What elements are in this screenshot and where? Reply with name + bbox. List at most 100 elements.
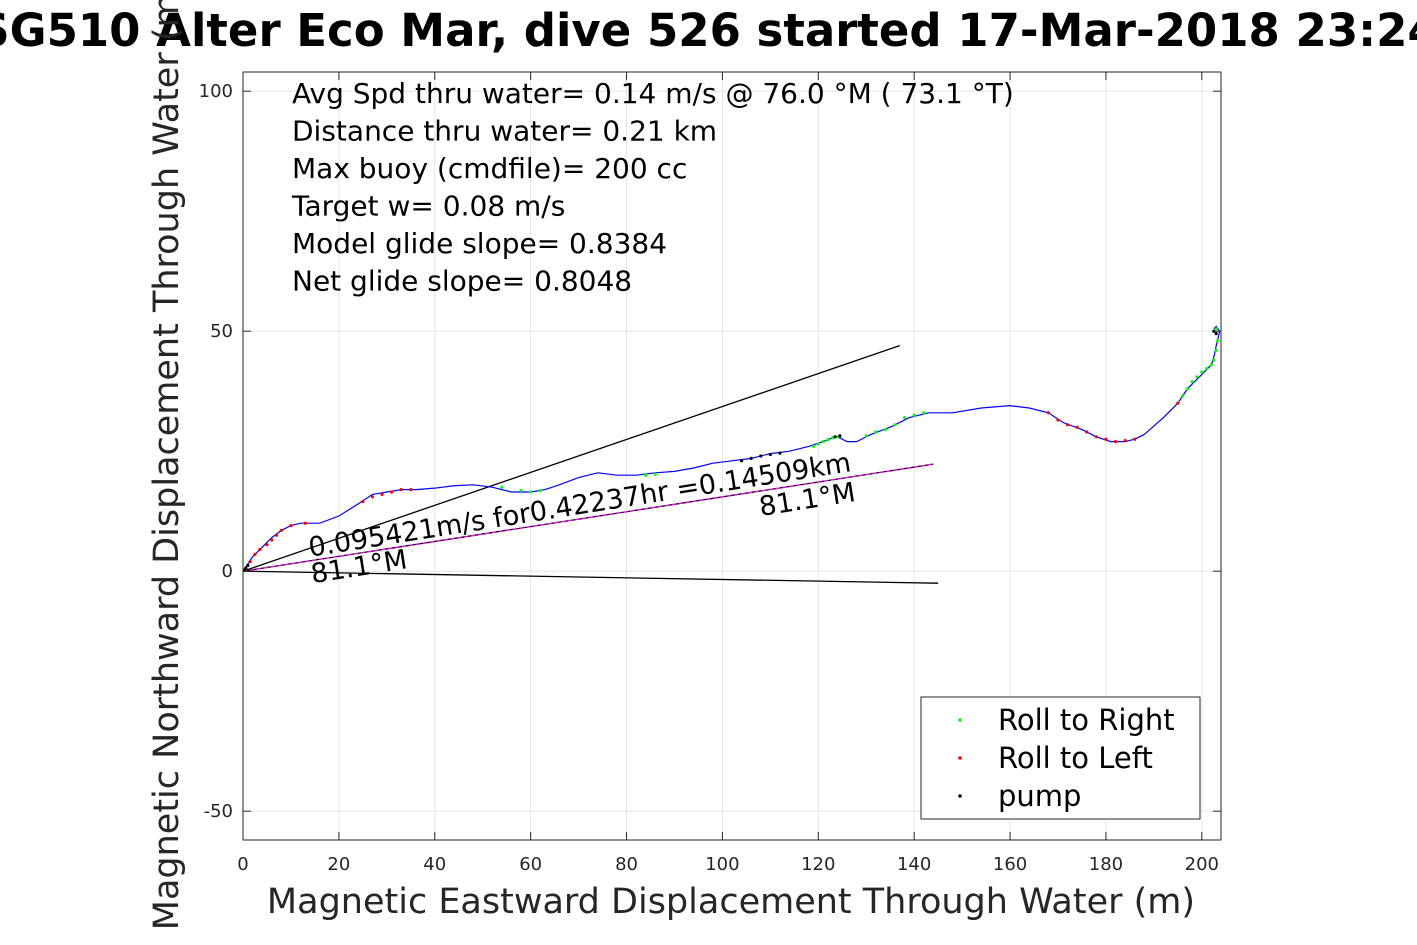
- grid: [242, 72, 1221, 840]
- roll-to-right-point: [1190, 380, 1194, 384]
- x-tick-label: 80: [615, 854, 638, 875]
- roll-to-left-point: [1065, 423, 1070, 427]
- info-line: Target w= 0.08 m/s: [291, 190, 565, 223]
- x-tick-label: 140: [897, 854, 931, 875]
- marker-points: [242, 327, 1220, 572]
- roll-to-right-point: [912, 413, 916, 417]
- roll-to-right-point: [864, 434, 868, 438]
- x-axis-label: Magnetic Eastward Displacement Through W…: [267, 882, 1195, 922]
- roll-to-right-point: [653, 472, 657, 476]
- roll-to-right-point: [883, 428, 888, 432]
- roll-to-right-point: [1214, 327, 1218, 331]
- x-tick-label: 40: [423, 854, 446, 875]
- roll-to-left-point: [1113, 440, 1118, 444]
- roll-to-left-point: [1123, 439, 1127, 443]
- roll-to-right-point: [519, 488, 523, 493]
- roll-to-left-point: [390, 490, 394, 494]
- roll-to-left-point: [270, 538, 274, 542]
- roll-to-left-point: [1085, 430, 1089, 434]
- roll-to-left-point: [1133, 437, 1137, 441]
- roll-to-left-point: [289, 524, 293, 528]
- info-line: Model glide slope= 0.8384: [292, 227, 667, 260]
- roll-to-right-point: [538, 488, 542, 493]
- annotations: 0.095421m/s for0.42237hr =0.14509km81.1°…: [306, 447, 857, 590]
- roll-to-left-point: [248, 560, 252, 564]
- x-tick-label: 200: [1185, 854, 1219, 875]
- pump-point: [833, 435, 837, 439]
- legend-marker: [958, 794, 962, 798]
- info-line: Max buoy (cmdfile)= 200 cc: [292, 152, 687, 185]
- x-tick-label: 180: [1089, 854, 1123, 875]
- legend-label: pump: [998, 779, 1081, 813]
- info-line: Avg Spd thru water= 0.14 m/s @ 76.0 °M (…: [292, 77, 1014, 110]
- pump-point: [246, 563, 250, 568]
- roll-to-left-point: [303, 521, 307, 525]
- roll-to-left-point: [1094, 435, 1098, 439]
- pump-point: [778, 451, 782, 455]
- roll-to-right-point: [831, 436, 835, 440]
- x-tick-label: 100: [705, 854, 739, 875]
- roll-to-left-point: [1176, 401, 1180, 405]
- legend-box: [920, 696, 1201, 820]
- roll-to-right-point: [1216, 339, 1220, 343]
- info-line: Net glide slope= 0.8048: [292, 265, 632, 298]
- roll-to-right-point: [816, 442, 820, 446]
- x-tick-label: 120: [801, 854, 835, 875]
- roll-to-right-point: [529, 490, 533, 494]
- roll-to-right-point: [811, 444, 816, 448]
- roll-to-left-point: [361, 500, 365, 504]
- roll-to-right-point: [1195, 375, 1199, 379]
- legend-marker: [958, 718, 962, 722]
- roll-to-left-point: [253, 552, 257, 557]
- roll-to-right-point: [922, 411, 926, 415]
- roll-to-left-point: [1056, 418, 1060, 422]
- reference-line: [242, 344, 901, 572]
- legend-marker: [958, 756, 962, 760]
- roll-to-right-point: [1209, 363, 1214, 367]
- roll-to-right-point: [826, 438, 830, 442]
- roll-to-left-point: [258, 548, 262, 552]
- roll-to-left-point: [399, 488, 403, 492]
- reference-lines: [242, 344, 939, 584]
- x-tick-label: 0: [237, 854, 248, 875]
- roll-to-left-point: [370, 495, 375, 499]
- y-axis-label: Magnetic Northward Displacement Through …: [147, 0, 187, 930]
- roll-to-right-point: [902, 416, 907, 420]
- roll-to-left-point: [1046, 411, 1051, 415]
- reference-line: [242, 570, 939, 584]
- roll-to-right-point: [1212, 358, 1216, 362]
- roll-to-left-point: [279, 528, 283, 533]
- info-line: Distance thru water= 0.21 km: [292, 115, 717, 148]
- legend-label: Roll to Left: [998, 741, 1153, 775]
- roll-to-left-point: [1104, 437, 1108, 441]
- legend-label: Roll to Right: [998, 703, 1175, 737]
- pump-point: [749, 456, 753, 460]
- pump-point: [244, 566, 248, 570]
- roll-to-left-point: [274, 533, 279, 537]
- reference-line: [242, 463, 934, 572]
- roll-to-right-point: [500, 485, 504, 489]
- axis-ticks: 0 20 40 60 80 100 120 140 160 180 200 -50 0 50 100: [199, 72, 1221, 875]
- info-text-block: Avg Spd thru water= 0.14 m/s @ 76.0 °M (…: [291, 77, 1014, 298]
- x-tick-label: 20: [327, 854, 350, 875]
- roll-to-right-point: [1181, 394, 1185, 398]
- roll-to-left-point: [409, 488, 413, 492]
- pump-point: [739, 459, 744, 463]
- roll-to-left-point: [1075, 425, 1079, 429]
- roll-to-right-point: [644, 473, 648, 477]
- x-tick-label: 60: [519, 854, 542, 875]
- roll-to-right-point: [821, 440, 825, 444]
- pump-point: [838, 434, 842, 438]
- x-tick-label: 160: [993, 854, 1027, 875]
- y-tick-label: 100: [199, 81, 233, 102]
- plot-frame: [242, 71, 1222, 841]
- pump-point: [1214, 332, 1218, 336]
- legend: Roll to Right Roll to Left pump: [920, 696, 1201, 820]
- roll-to-right-point: [893, 423, 897, 427]
- roll-to-right-point: [874, 430, 878, 434]
- roll-to-right-point: [1214, 348, 1218, 352]
- y-tick-label: 0: [222, 561, 233, 582]
- y-tick-label: 50: [210, 321, 233, 342]
- pump-point: [759, 454, 763, 458]
